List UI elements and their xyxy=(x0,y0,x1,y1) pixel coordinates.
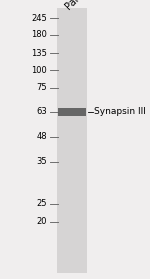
Text: 48: 48 xyxy=(37,132,47,141)
Text: 35: 35 xyxy=(37,157,47,166)
Text: 180: 180 xyxy=(31,30,47,39)
Bar xyxy=(58,108,86,116)
Text: 135: 135 xyxy=(31,49,47,57)
Text: 63: 63 xyxy=(36,107,47,116)
Bar xyxy=(57,8,87,273)
Text: Synapsin III: Synapsin III xyxy=(94,107,146,116)
Text: 20: 20 xyxy=(37,217,47,226)
Text: 75: 75 xyxy=(37,83,47,92)
Text: Pancreas: Pancreas xyxy=(63,0,102,11)
Text: 100: 100 xyxy=(32,66,47,75)
Text: 245: 245 xyxy=(32,14,47,23)
Text: 25: 25 xyxy=(37,199,47,208)
